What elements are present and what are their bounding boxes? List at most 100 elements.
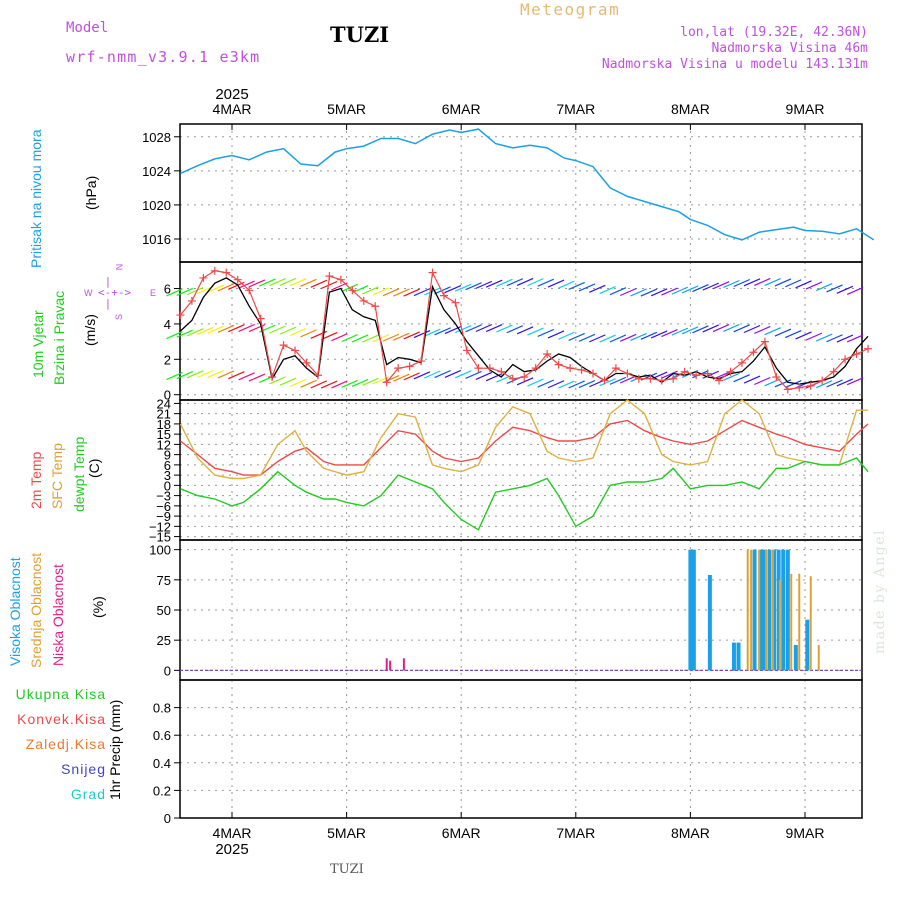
- wind-direction-arrow: [372, 287, 389, 296]
- wind-direction-arrow: [331, 380, 348, 389]
- cloud-high-bar: [762, 549, 767, 671]
- precip-legend-total: Ukupna Kisa: [15, 686, 106, 702]
- wind-gust-marker: [359, 296, 368, 305]
- wind-direction-arrow: [681, 326, 699, 335]
- wind-gust-marker: [302, 358, 311, 367]
- wind-gust-marker: [543, 350, 552, 358]
- temperature-ytick-label: 12: [157, 437, 171, 452]
- wind-direction-arrow: [702, 282, 719, 291]
- wind-direction-arrow: [310, 279, 328, 288]
- cloud-mid-bar: [746, 549, 749, 671]
- wind-direction-arrow: [506, 325, 524, 334]
- wind-direction-arrow: [496, 324, 513, 333]
- wind-gust-marker: [726, 367, 735, 376]
- wind-direction-arrow: [217, 283, 235, 292]
- wind-direction-arrow: [650, 330, 668, 339]
- temperature-ytick-label: −15: [149, 530, 171, 545]
- wind-gust-marker: [646, 374, 655, 383]
- wind-direction-arrow: [516, 326, 534, 335]
- wind-direction-arrow: [248, 373, 266, 382]
- wind-direction-arrow: [702, 324, 719, 333]
- wind-direction-arrow: [558, 280, 575, 289]
- x-label-top: 5MAR: [327, 101, 366, 117]
- wind-direction-arrow: [413, 371, 431, 380]
- wind-direction-arrow: [269, 376, 286, 385]
- wind-gust-marker: [474, 364, 483, 373]
- precip-ytick-label: 0.4: [153, 756, 171, 771]
- temperature-ytick-label: −12: [149, 519, 171, 534]
- wind-direction-arrow: [712, 281, 730, 290]
- wind-direction-arrow: [300, 379, 317, 388]
- wind-direction-arrow: [351, 378, 369, 388]
- cloud-low-bar: [389, 660, 392, 671]
- wind-direction-arrow: [723, 372, 740, 381]
- cloud-high-bar: [793, 645, 798, 671]
- cloud-mid-bar: [750, 549, 753, 671]
- wind-gust-marker: [485, 364, 494, 373]
- wind-gust-marker: [634, 374, 643, 383]
- year-top: 2025: [215, 86, 248, 103]
- temperature-ytick-label: 3: [164, 468, 171, 483]
- wind-direction-arrow: [166, 372, 183, 381]
- wind-gust-marker: [256, 314, 265, 323]
- precip-legend-freezing: Zaledj.Kisa: [25, 736, 106, 752]
- x-label-bottom: 9MAR: [786, 825, 825, 841]
- wind-gust-marker: [623, 369, 632, 378]
- wind-direction-arrow: [671, 327, 689, 336]
- compass-east: E: [150, 288, 157, 298]
- wind-direction-arrow: [547, 380, 565, 389]
- wind-direction-arrow: [661, 287, 678, 296]
- wind-ytick-label: 0: [164, 388, 171, 403]
- precip-legend-convective: Konvek.Kisa: [17, 711, 106, 727]
- temperature-ytick-label: 24: [157, 396, 171, 411]
- wind-gust-marker: [772, 373, 781, 381]
- wind-direction-arrow: [785, 329, 802, 339]
- wind-direction-arrow: [228, 324, 245, 333]
- wind-direction-arrow: [454, 283, 472, 292]
- wind-direction-arrow: [795, 331, 812, 340]
- wind-direction-arrow: [289, 378, 307, 387]
- wind-direction-arrow: [537, 278, 554, 287]
- wind-direction-arrow: [846, 286, 864, 295]
- wind-gust-marker: [325, 272, 334, 281]
- wind-gust-marker: [268, 373, 277, 381]
- temperature-ytick-label: −3: [156, 489, 171, 504]
- wind-direction-arrow: [681, 285, 699, 294]
- wind-direction-arrow: [661, 328, 678, 338]
- wind-direction-arrow: [269, 278, 286, 287]
- wind-direction-arrow: [661, 370, 678, 379]
- cloud-high-bar: [691, 549, 696, 671]
- wind-direction-arrow: [279, 326, 297, 335]
- x-label-top: 6MAR: [442, 101, 481, 117]
- wind-direction-arrow: [815, 282, 833, 292]
- temperature-ytick-label: 21: [157, 407, 171, 422]
- model-label: Model: [66, 20, 109, 36]
- cloud-mid-bar: [771, 549, 774, 671]
- wind-direction-arrow: [826, 284, 843, 293]
- cloud-high-bar: [752, 549, 757, 671]
- wind-direction-arrow: [764, 327, 781, 336]
- wind-direction-arrow: [279, 377, 297, 386]
- wind-gust-marker: [371, 302, 380, 311]
- x-label-bottom: 5MAR: [327, 825, 366, 841]
- wind-direction-arrow: [362, 377, 379, 386]
- wind-direction-arrow: [568, 332, 585, 341]
- wind-direction-arrow: [743, 278, 761, 287]
- wind-direction-arrow: [516, 277, 534, 287]
- wind-direction-arrow: [176, 287, 193, 297]
- wind-direction-arrow: [774, 278, 792, 287]
- wind-direction-arrow: [217, 370, 235, 379]
- wind-direction-arrow: [578, 379, 596, 389]
- wind-direction-arrow: [712, 323, 730, 333]
- pressure-ytick-label: 1028: [142, 130, 171, 145]
- wind-gust-marker: [245, 286, 254, 295]
- wind-direction-arrow: [403, 331, 420, 340]
- wind-direction-arrow: [620, 333, 637, 342]
- cloud-high-bar: [785, 549, 790, 671]
- wind-direction-arrow: [754, 376, 771, 386]
- elevation-label: Nadmorska Visina 46m: [711, 41, 868, 56]
- wind-speed-line: [179, 277, 869, 385]
- wind-direction-arrow: [207, 284, 224, 293]
- wind-direction-arrow: [547, 279, 565, 288]
